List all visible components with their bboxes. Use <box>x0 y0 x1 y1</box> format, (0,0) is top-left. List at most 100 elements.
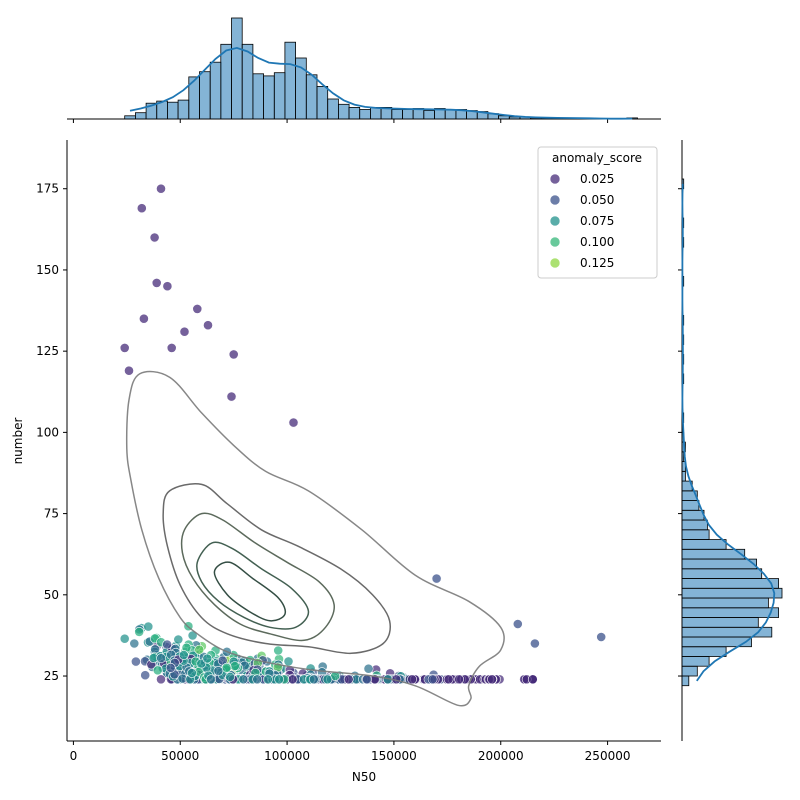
scatter-point <box>179 326 190 337</box>
legend: anomaly_score 0.025 0.050 0.075 0.100 0.125 <box>537 146 658 279</box>
scatter-point <box>363 663 374 674</box>
scatter-point <box>512 619 523 629</box>
scatter-point <box>162 281 173 292</box>
y-tick-label: 100 <box>36 425 59 439</box>
legend-label: 0.025 <box>580 172 614 186</box>
scatter-point <box>143 621 154 632</box>
scatter-point <box>156 183 166 194</box>
right-marginal-histogram <box>678 140 783 741</box>
legend-label: 0.125 <box>580 256 614 270</box>
x-tick-label: 50000 <box>161 749 199 763</box>
right-hist-bar <box>681 539 727 550</box>
scatter-point <box>530 638 540 649</box>
x-tick-label: 0 <box>70 749 78 763</box>
right-hist-bar <box>681 675 690 687</box>
kde-contour-line <box>162 483 392 655</box>
scatter-point <box>487 674 497 685</box>
y-axis-label: number <box>11 418 25 465</box>
scatter-point <box>119 633 130 644</box>
scatter-point <box>124 365 134 376</box>
right-hist-bar <box>681 509 705 521</box>
top-marginal-histogram <box>67 17 661 123</box>
legend-entries: 0.025 0.050 0.075 0.100 0.125 <box>549 172 614 270</box>
scatter-point <box>288 417 299 428</box>
scatter-point <box>287 674 298 685</box>
right-hist-bar <box>681 500 700 511</box>
legend-box <box>537 146 658 279</box>
right-hist-bar <box>681 578 779 589</box>
x-tick-label: 150000 <box>371 749 417 763</box>
top-hist-bar <box>231 17 243 120</box>
scatter-point <box>407 674 417 685</box>
top-hist-bar <box>134 112 147 120</box>
top-hist-bar <box>337 103 350 120</box>
scatter-point <box>273 645 284 656</box>
scatter-point <box>162 639 172 650</box>
legend-marker <box>549 257 561 269</box>
top-hist-bar <box>241 43 254 120</box>
top-hist-bar <box>369 107 382 120</box>
top-hist-bar <box>284 41 296 120</box>
scatter-point <box>166 342 177 353</box>
right-hist-bar <box>681 607 779 618</box>
top-hist-bar <box>252 73 264 120</box>
scatter-point <box>130 656 141 667</box>
scatter-point <box>283 656 294 667</box>
scatter-point <box>596 632 607 642</box>
scatter-point <box>151 277 162 288</box>
top-hist-bar <box>209 61 222 120</box>
scatter-point <box>206 674 216 685</box>
right-hist-bar <box>681 646 727 657</box>
y-tick-label: 125 <box>36 344 59 358</box>
right-hist-bar <box>681 597 769 609</box>
legend-marker <box>549 194 561 206</box>
x-axis-label: N50 <box>352 770 376 784</box>
scatter-point <box>229 661 240 671</box>
legend-title: anomaly_score <box>552 151 642 165</box>
top-hist-kde-line <box>129 46 633 120</box>
right-hist-bar <box>681 558 757 570</box>
axes: 0 50000 100000 150000 200000 250000 25 50 75 100 1… <box>36 140 661 763</box>
legend-marker <box>549 215 561 227</box>
scatter-point <box>454 674 464 685</box>
scatter-point <box>165 662 176 673</box>
scatter-point <box>213 666 224 676</box>
scatter-point <box>156 674 166 685</box>
scatter-point <box>149 232 160 243</box>
top-hist-bar <box>199 71 211 120</box>
y-tick-label: 25 <box>44 669 59 683</box>
scatter-point <box>136 203 147 214</box>
legend-marker <box>549 173 561 185</box>
y-tick-label: 50 <box>44 588 59 602</box>
scatter-point <box>427 674 438 685</box>
right-hist-bar <box>681 665 698 677</box>
legend-marker <box>549 236 561 248</box>
right-hist-bar <box>681 568 763 579</box>
top-hist-bar <box>316 86 329 120</box>
right-hist-bar <box>681 656 710 667</box>
scatter-point <box>343 674 354 685</box>
scatter-point <box>192 303 203 314</box>
right-hist-bar <box>681 470 686 482</box>
top-hist-bar <box>177 99 190 120</box>
kde-contour-line <box>180 512 336 642</box>
scatter-points <box>119 183 607 685</box>
top-hist-bar <box>423 110 435 120</box>
scatter-point <box>203 320 213 331</box>
scatter-point <box>186 668 197 678</box>
x-tick-label: 100000 <box>264 749 310 763</box>
top-hist-bar <box>359 109 371 120</box>
kde-contours <box>125 370 505 707</box>
scatter-point <box>262 674 273 685</box>
right-hist-bar <box>681 587 783 599</box>
top-hist-bar <box>273 72 286 120</box>
y-tick-label: 75 <box>44 507 59 521</box>
top-hist-bar <box>124 115 136 120</box>
y-tick-label: 150 <box>36 263 59 277</box>
scatter-point <box>119 342 130 353</box>
scatter-point <box>221 662 232 673</box>
scatter-point <box>225 672 235 682</box>
scatter-point <box>138 313 149 324</box>
scatter-point <box>194 644 205 655</box>
